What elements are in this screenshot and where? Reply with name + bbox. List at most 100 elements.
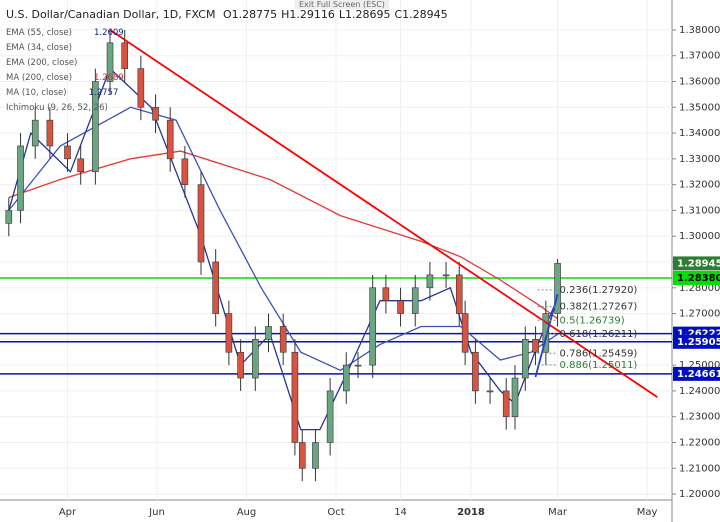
ohlc-value: L1.28695 (338, 8, 391, 21)
indicator-value: 1.2609 (93, 28, 124, 38)
price-marker (673, 256, 720, 271)
indicator-value: 1.2689 (94, 73, 124, 83)
candle-body (64, 145, 71, 160)
candle-body (426, 274, 434, 289)
candle-body (442, 274, 450, 277)
candle-body (265, 326, 272, 340)
indicator-name: EMA (200, close) (6, 58, 78, 68)
x-tick-label: Apr (59, 507, 77, 518)
candle-body (532, 339, 539, 353)
x-tick-label: Jun (148, 507, 165, 518)
candle-body (197, 184, 205, 263)
candle-body (511, 377, 519, 418)
y-tick-label: 1.34000 (679, 128, 720, 139)
indicator-name: Ichimoku (9, 26, 52, 26) (6, 103, 108, 113)
trend-line (109, 29, 658, 398)
price-marker-label: 1.26222 (677, 329, 720, 340)
indicator-row: EMA (200, close) (6, 58, 77, 68)
exit-fullscreen[interactable]: Exit Full Screen (ESC) (295, 0, 389, 9)
candle-body (121, 42, 129, 69)
indicator-row: EMA (55, close) 1.2609 (6, 28, 124, 38)
y-tick-label: 1.37000 (679, 51, 720, 62)
price-marker (673, 270, 720, 285)
plot (0, 0, 672, 500)
ohlc-value: C1.28945 (394, 8, 448, 21)
y-tick-label: 1.27000 (679, 309, 720, 320)
y-tick-label: 1.36000 (679, 76, 720, 87)
indicator-row: MA (200, close) 1.2689 (6, 73, 124, 83)
price-marker-label: 1.25905 (677, 337, 720, 348)
candle-body (397, 300, 404, 314)
candle-body (212, 261, 219, 314)
candle-body (279, 326, 287, 353)
y-tick-label: 1.20000 (679, 489, 720, 500)
candle-body (502, 390, 510, 418)
indicator-row: Ichimoku (9, 26, 52, 26) (6, 103, 108, 113)
y-tick-label: 1.33000 (679, 154, 720, 165)
indicator-value: 1.2757 (88, 88, 119, 98)
moving-average (8, 106, 558, 372)
candle-body (455, 274, 463, 314)
candle-body (486, 390, 494, 393)
candle-body (31, 119, 39, 147)
candle-body (298, 442, 306, 469)
fib-label: 0.5(1.26739) (560, 315, 625, 326)
ohlc-value: H1.29116 (281, 8, 335, 21)
y-tick-label: 1.24000 (679, 386, 720, 397)
price-marker (673, 366, 720, 381)
candle-body (354, 364, 362, 367)
symbol-title: U.S. Dollar/Canadian Dollar, 1D, FXCM (6, 8, 216, 21)
candle-body (291, 351, 299, 443)
candle-body (92, 81, 99, 173)
indicator-row: MA (10, close) 1.2757 (6, 88, 118, 98)
y-tick-label: 1.38000 (679, 25, 720, 36)
indicator-name: MA (10, close) (6, 88, 67, 98)
candle-body (181, 158, 189, 185)
x-tick-label: 2018 (457, 507, 485, 518)
candle-body (472, 351, 479, 392)
y-tick-label: 1.25000 (679, 360, 720, 371)
trend-line (534, 293, 559, 378)
fib-label: 0.886(1.25011) (560, 360, 638, 371)
candle-body (542, 313, 550, 353)
price-marker (673, 334, 720, 349)
y-tick-label: 1.28000 (679, 283, 720, 294)
ohlc-value: O1.28775 (222, 8, 278, 21)
fib-label: 0.618(1.26211) (560, 329, 638, 340)
candle-body (521, 339, 529, 379)
x-tick-label: Mar (548, 507, 568, 518)
candle-body (342, 364, 350, 392)
candle-body (5, 210, 13, 224)
x-tick-label: May (637, 507, 658, 518)
candle-body (46, 119, 54, 147)
candle-body (312, 442, 319, 469)
candle-body (252, 339, 259, 379)
candle-body (77, 158, 84, 173)
y-tick-label: 1.31000 (679, 205, 720, 216)
indicator-name: EMA (34, close) (6, 43, 72, 53)
y-tick-label: 1.35000 (679, 102, 720, 113)
indicator-name: MA (200, close) (6, 73, 73, 83)
candle-body (237, 351, 244, 379)
chart-header: U.S. Dollar/Canadian Dollar, 1D, FXCM O1… (6, 8, 452, 21)
fib-label: 0.786(1.25459) (560, 348, 638, 359)
y-tick-label: 1.23000 (679, 412, 720, 423)
candle-body (17, 145, 24, 211)
indicator-row: EMA (34, close) (6, 43, 72, 53)
fib-label: 0.382(1.27267) (560, 302, 638, 313)
candle-body (382, 287, 390, 301)
y-tick-label: 1.32000 (679, 180, 720, 191)
candle-body (106, 42, 114, 82)
price-marker-label: 1.28945 (677, 258, 720, 269)
candle-body (137, 68, 145, 108)
y-tick-label: 1.30000 (679, 231, 720, 242)
candle-body (225, 313, 233, 353)
candle-body (411, 287, 419, 314)
candle-body (554, 263, 561, 314)
price-marker-label: 1.28380 (677, 273, 720, 284)
x-tick-label: Oct (327, 507, 344, 518)
x-tick-label: Aug (237, 507, 257, 518)
indicator-name: EMA (55, close) (6, 28, 72, 38)
